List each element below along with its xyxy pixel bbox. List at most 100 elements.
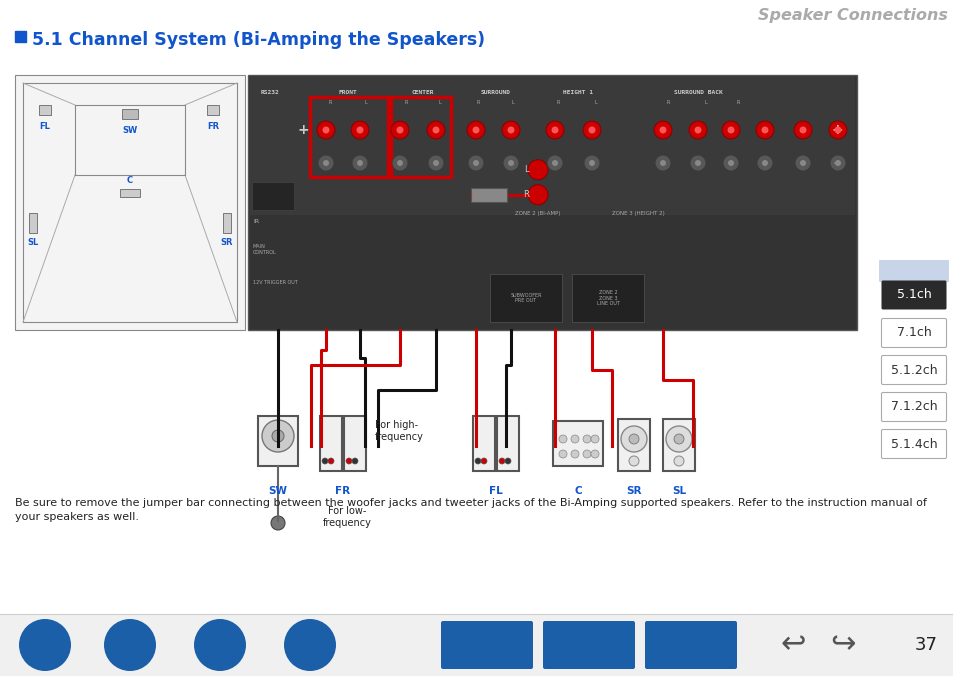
Text: SURROUND BACK: SURROUND BACK <box>673 91 721 95</box>
Circle shape <box>322 458 328 464</box>
FancyBboxPatch shape <box>878 260 948 282</box>
Circle shape <box>829 155 845 171</box>
Text: ZONE 3 (HEIGHT 2): ZONE 3 (HEIGHT 2) <box>611 211 663 216</box>
Circle shape <box>552 160 558 166</box>
Circle shape <box>582 121 600 139</box>
Bar <box>15 31 26 42</box>
Text: R: R <box>404 101 407 105</box>
Text: ZONE 2 (BI-AMP): ZONE 2 (BI-AMP) <box>515 211 560 216</box>
Text: 7.1ch: 7.1ch <box>896 327 930 339</box>
Circle shape <box>323 160 329 166</box>
Circle shape <box>722 155 739 171</box>
Circle shape <box>588 160 595 166</box>
Bar <box>257 416 297 466</box>
Bar <box>252 183 294 210</box>
Bar <box>618 419 649 471</box>
Circle shape <box>507 160 514 166</box>
Bar <box>662 419 695 471</box>
Circle shape <box>527 160 547 180</box>
Circle shape <box>689 155 705 171</box>
FancyBboxPatch shape <box>881 393 945 422</box>
Circle shape <box>688 121 706 139</box>
Text: SW: SW <box>122 126 137 135</box>
Circle shape <box>271 516 285 530</box>
Circle shape <box>507 126 514 133</box>
FancyBboxPatch shape <box>881 318 945 347</box>
Circle shape <box>757 155 772 171</box>
Bar <box>310 97 388 177</box>
Text: +: + <box>297 123 309 137</box>
Bar <box>122 109 138 119</box>
Bar <box>0 614 953 676</box>
Bar <box>223 213 231 233</box>
Text: HEIGHT 1: HEIGHT 1 <box>562 91 593 95</box>
Circle shape <box>628 434 639 444</box>
Text: +: + <box>830 123 841 137</box>
Circle shape <box>582 450 590 458</box>
Circle shape <box>659 126 666 133</box>
Circle shape <box>351 121 369 139</box>
Text: SR: SR <box>625 486 641 496</box>
Circle shape <box>391 121 409 139</box>
Text: L: L <box>594 101 597 105</box>
Circle shape <box>793 121 811 139</box>
Text: 37: 37 <box>914 636 937 654</box>
Circle shape <box>502 155 518 171</box>
Circle shape <box>428 155 443 171</box>
Text: 5.1.4ch: 5.1.4ch <box>890 437 937 450</box>
Circle shape <box>316 121 335 139</box>
Circle shape <box>721 121 740 139</box>
Circle shape <box>673 456 683 466</box>
Circle shape <box>551 126 558 133</box>
Circle shape <box>475 458 480 464</box>
Bar <box>15 75 245 330</box>
Text: R: R <box>522 190 528 199</box>
FancyBboxPatch shape <box>881 429 945 458</box>
Circle shape <box>352 155 368 171</box>
Text: R: R <box>476 101 479 105</box>
Text: R: R <box>556 101 559 105</box>
Circle shape <box>396 126 403 133</box>
Circle shape <box>799 126 805 133</box>
Circle shape <box>582 435 590 443</box>
Text: MAIN
CONTROL: MAIN CONTROL <box>253 244 276 254</box>
Text: L: L <box>438 101 441 105</box>
Circle shape <box>558 435 566 443</box>
Bar <box>39 105 51 115</box>
Text: 12V TRIGGER OUT: 12V TRIGGER OUT <box>253 280 297 285</box>
Text: Speaker Connections: Speaker Connections <box>758 8 947 23</box>
Text: R: R <box>736 101 739 105</box>
Circle shape <box>761 160 767 166</box>
FancyBboxPatch shape <box>881 281 945 310</box>
Bar <box>497 416 518 471</box>
Text: Be sure to remove the jumper bar connecting between the woofer jacks and tweeter: Be sure to remove the jumper bar connect… <box>15 498 926 508</box>
Text: 5.1.2ch: 5.1.2ch <box>890 364 937 377</box>
Text: L: L <box>511 101 514 105</box>
FancyBboxPatch shape <box>542 621 635 669</box>
Circle shape <box>545 121 563 139</box>
Circle shape <box>352 458 357 464</box>
FancyBboxPatch shape <box>644 621 737 669</box>
Text: SW: SW <box>268 486 287 496</box>
Bar <box>248 75 856 330</box>
FancyBboxPatch shape <box>440 621 533 669</box>
Circle shape <box>262 420 294 452</box>
Circle shape <box>498 458 504 464</box>
Bar <box>319 416 341 471</box>
Circle shape <box>504 458 511 464</box>
FancyBboxPatch shape <box>881 356 945 385</box>
Circle shape <box>654 121 671 139</box>
Circle shape <box>427 121 444 139</box>
Text: R: R <box>665 101 669 105</box>
Text: For high-
frequency: For high- frequency <box>375 420 423 442</box>
Bar <box>207 105 219 115</box>
Circle shape <box>328 458 334 464</box>
Circle shape <box>396 160 402 166</box>
Circle shape <box>800 160 805 166</box>
Text: C: C <box>127 176 132 185</box>
Text: IR: IR <box>253 219 259 224</box>
Bar <box>473 416 495 471</box>
Text: L: L <box>364 101 367 105</box>
Circle shape <box>590 450 598 458</box>
Circle shape <box>620 426 646 452</box>
